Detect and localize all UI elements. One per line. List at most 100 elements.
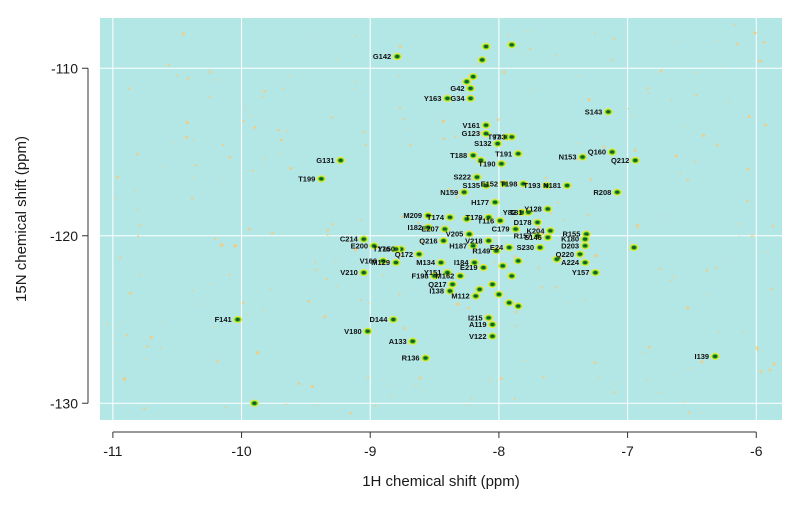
noise-dot (555, 54, 558, 57)
noise-dot (256, 350, 260, 355)
noise-dot (696, 71, 699, 74)
peak-marker (391, 245, 401, 253)
noise-dot (647, 345, 651, 349)
peak-contour-inner (481, 265, 486, 270)
noise-dot (507, 33, 509, 36)
noise-dot (732, 259, 734, 261)
peak-label: Y157 (572, 268, 590, 277)
noise-dot (658, 214, 661, 217)
x-tick-label: -11 (103, 443, 122, 459)
peak-marker (517, 208, 527, 216)
unlabeled-peak (504, 299, 514, 307)
peak-contour-inner (516, 152, 521, 156)
unlabeled-peak (481, 42, 491, 51)
noise-dot (610, 58, 614, 62)
peak-contour-inner (462, 190, 467, 194)
noise-dot (750, 234, 754, 238)
noise-dot (414, 384, 417, 387)
peak-contour-inner (509, 135, 514, 139)
noise-dot (763, 123, 768, 127)
peak-contour-inner (483, 123, 489, 127)
peak-marker (575, 250, 585, 258)
noise-dot (682, 401, 685, 403)
x-axis-title: 1H chemical shift (ppm) (362, 473, 520, 490)
noise-dot (159, 346, 162, 349)
peak-contour-inner (471, 244, 476, 248)
peak-label: T179 (465, 213, 482, 222)
peak-label: Q217 (428, 280, 446, 289)
peak-contour-inner (426, 214, 431, 218)
peak-label: N181 (543, 181, 561, 190)
peak-contour-inner (513, 227, 518, 231)
noise-dot (174, 142, 176, 144)
peak-contour-inner (490, 282, 495, 286)
noise-dot (753, 31, 757, 35)
noise-dot (759, 369, 763, 374)
peak-contour-inner (235, 317, 240, 322)
peak-marker (580, 242, 590, 250)
noise-dot (576, 74, 579, 77)
noise-dot (313, 404, 316, 407)
unlabeled-peak (507, 41, 517, 49)
noise-dot (698, 353, 701, 356)
noise-dot (720, 65, 722, 67)
noise-dot (241, 301, 245, 305)
peak-contour-inner (490, 322, 495, 327)
peak-contour-inner (464, 80, 469, 84)
noise-dot (355, 35, 357, 37)
peak-label: A224 (561, 258, 580, 267)
noise-dot (224, 406, 226, 409)
peak-label: T191 (495, 149, 512, 158)
peak-marker (493, 140, 503, 148)
noise-dot (133, 189, 136, 192)
peak-contour-inner (498, 219, 503, 223)
peak-label: I215 (468, 313, 483, 322)
peak-label: C179 (492, 225, 510, 234)
noise-dot (326, 233, 329, 237)
noise-dot (768, 368, 772, 372)
peak-label: M209 (403, 211, 422, 220)
peak-marker (543, 205, 553, 213)
peak-label: A133 (389, 337, 407, 346)
peak-marker (445, 213, 455, 221)
peak-contour-inner (483, 183, 489, 188)
noise-dot (407, 128, 409, 130)
peak-marker (603, 108, 613, 116)
noise-dot (695, 93, 698, 97)
peak-marker (336, 156, 346, 164)
peak-label: D144 (369, 315, 388, 324)
peak-label: I184 (454, 258, 469, 267)
noise-dot (285, 403, 288, 406)
peak-label: Q160 (588, 148, 606, 157)
noise-dot (455, 195, 459, 199)
peak-contour-inner (490, 334, 495, 338)
peak-label: G34 (450, 94, 465, 103)
peak-label: V180 (344, 327, 362, 336)
noise-dot (682, 124, 685, 127)
peak-label: G42 (450, 84, 464, 93)
noise-dot (612, 383, 614, 385)
noise-dot (418, 376, 422, 380)
noise-dot (686, 178, 689, 182)
peak-marker (392, 52, 402, 61)
peak-label: T198 (500, 179, 517, 188)
peak-marker (487, 320, 498, 329)
peak-contour-inner (380, 259, 386, 263)
peak-label: H187 (449, 241, 467, 250)
noise-dot (251, 169, 254, 172)
noise-dot (233, 244, 237, 248)
noise-dot (353, 248, 357, 252)
peak-contour-inner (426, 225, 431, 229)
peak-contours (233, 41, 720, 407)
peak-label: I182 (407, 223, 422, 232)
noise-dot (496, 117, 500, 122)
noise-dot (350, 241, 353, 243)
peak-contour-inner (565, 183, 570, 188)
peak-contour-inner (537, 245, 543, 250)
peak-marker (481, 129, 491, 138)
noise-dot (673, 275, 676, 279)
noise-dot (527, 30, 529, 33)
peak-contour-inner (252, 401, 257, 405)
x-tick-label: -10 (231, 443, 251, 459)
